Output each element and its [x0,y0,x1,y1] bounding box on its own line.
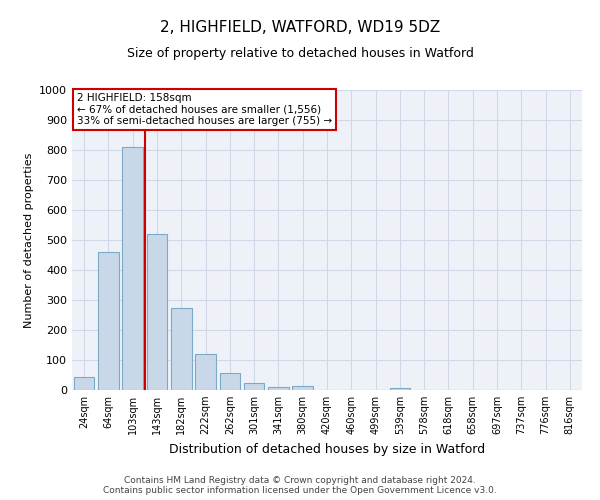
Bar [292,386,313,390]
Text: Contains HM Land Registry data © Crown copyright and database right 2024.
Contai: Contains HM Land Registry data © Crown c… [103,476,497,495]
Bar [74,377,94,390]
Text: 2 HIGHFIELD: 158sqm
← 67% of detached houses are smaller (1,556)
33% of semi-det: 2 HIGHFIELD: 158sqm ← 67% of detached ho… [77,93,332,126]
Text: 2, HIGHFIELD, WATFORD, WD19 5DZ: 2, HIGHFIELD, WATFORD, WD19 5DZ [160,20,440,35]
X-axis label: Distribution of detached houses by size in Watford: Distribution of detached houses by size … [169,442,485,456]
Bar [220,373,240,390]
Bar [195,354,216,390]
Bar [98,252,119,390]
Bar [122,147,143,390]
Bar [146,234,167,390]
Bar [171,308,191,390]
Bar [244,383,265,390]
Bar [268,387,289,390]
Bar [389,388,410,390]
Text: Size of property relative to detached houses in Watford: Size of property relative to detached ho… [127,48,473,60]
Y-axis label: Number of detached properties: Number of detached properties [23,152,34,328]
